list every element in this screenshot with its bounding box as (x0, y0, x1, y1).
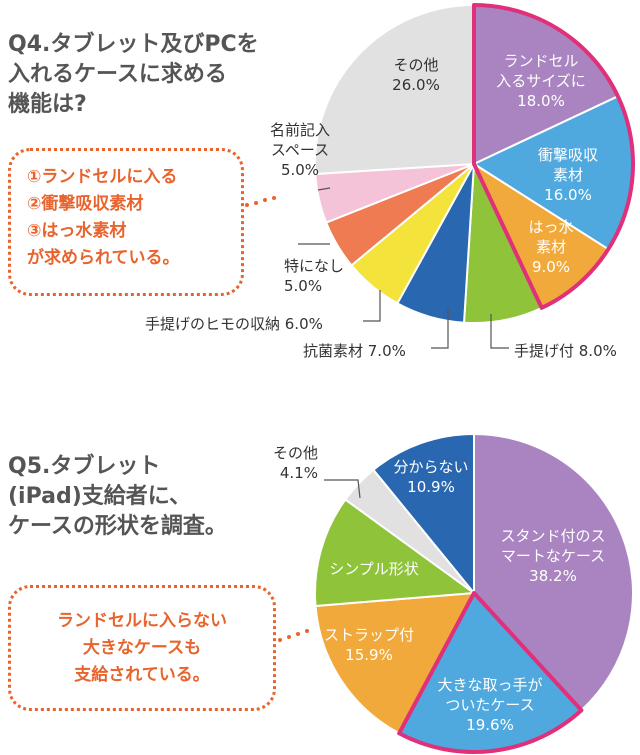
slice-label-シンプル形状: シンプル形状 (329, 560, 419, 578)
slice-label-その他: その他 26.0% (392, 56, 440, 94)
q5-callout-line: 大きなケースも (82, 638, 202, 658)
slice-label-特になし: 特になし 5.0% (284, 257, 344, 295)
q5-title-line: ケースの形状を調査。 (8, 514, 227, 539)
q4-title: Q4.タブレット及びPCを 入れるケースに求める 機能は? (8, 30, 259, 120)
leader-line (317, 187, 331, 191)
q5-title-line: (iPad)支給者に、 (8, 484, 192, 509)
q5-title: Q5.タブレット (iPad)支給者に、 ケースの形状を調査。 (8, 452, 227, 542)
highlight-outline (397, 591, 584, 754)
q4-title-line: 機能は? (8, 92, 87, 117)
leader-line (363, 290, 381, 322)
slice-label-ランドセル-入るサイズに: ランドセル入るサイズに 18.0% (496, 52, 586, 110)
leader-line (490, 314, 509, 349)
q4-pie-chart: ランドセル入るサイズに 18.0% 衝撃吸収素材 16.0% はっ水素材 9.0% 手提げ付… (145, 3, 635, 360)
q4-callout: ①ランドセルに入る ②衝撃吸収素材 ③はっ水素材 が求められている。 (8, 148, 244, 296)
q5-callout: ランドセルに入らない 大きなケースも 支給されている。 (8, 585, 276, 711)
slice-label-手提げのヒモの収納: 手提げのヒモの収納 6.0% (145, 315, 323, 333)
q4-callout-line: が求められている。 (27, 248, 180, 268)
q5-callout-line: 支給されている。 (74, 665, 210, 685)
slice-label-衝撃吸収-素材: 衝撃吸収素材 16.0% (538, 146, 598, 204)
q4-callout-line: ②衝撃吸収素材 (27, 194, 144, 214)
pie-slice-その他 (313, 4, 475, 175)
leader-line (431, 308, 449, 349)
q4-callout-line: ③はっ水素材 (27, 221, 127, 241)
slice-label-ストラップ付: ストラップ付 15.9% (324, 626, 414, 664)
q5-callout-line: ランドセルに入らない (57, 611, 227, 631)
q4-title-line: Q4.タブレット及びPCを (8, 32, 259, 57)
pie-slice-スタンド付のス-マートなケース (473, 433, 634, 712)
q5-callout-connector (278, 629, 309, 642)
slice-label-抗菌素材: 抗菌素材 7.0% (303, 342, 406, 360)
leader-line (324, 479, 361, 499)
q4-callout-connector (245, 196, 276, 207)
slice-label-手提げ付: 手提げ付 8.0% (514, 342, 617, 360)
slice-label-はっ水-素材: はっ水素材 9.0% (528, 218, 573, 276)
q5-pie-chart: スタンド付のスマートなケース 38.2% 大きな取っ手がついたケース 19.6% ストラ… (273, 433, 634, 754)
slice-label-分からない: 分からない 10.9% (393, 458, 468, 496)
highlight-outline (472, 3, 635, 310)
q4-callout-line: ①ランドセルに入る (27, 167, 178, 187)
slice-label-名前記入-スペース: 名前記入スペース 5.0% (270, 121, 330, 179)
q5-title-line: Q5.タブレット (8, 454, 161, 479)
slice-label-その他: その他 4.1% (273, 444, 318, 482)
slice-label-大きな取っ手が-ついたケース: 大きな取っ手がついたケース 19.6% (437, 676, 542, 734)
pie-slice-ストラップ付 (314, 592, 475, 735)
q4-title-line: 入れるケースに求める (8, 62, 227, 87)
pie-slice-シンプル形状 (314, 498, 475, 607)
pie-slice-分からない (372, 433, 475, 594)
slice-label-スタンド付のス-マートなケース: スタンド付のスマートなケース 38.2% (500, 527, 605, 585)
